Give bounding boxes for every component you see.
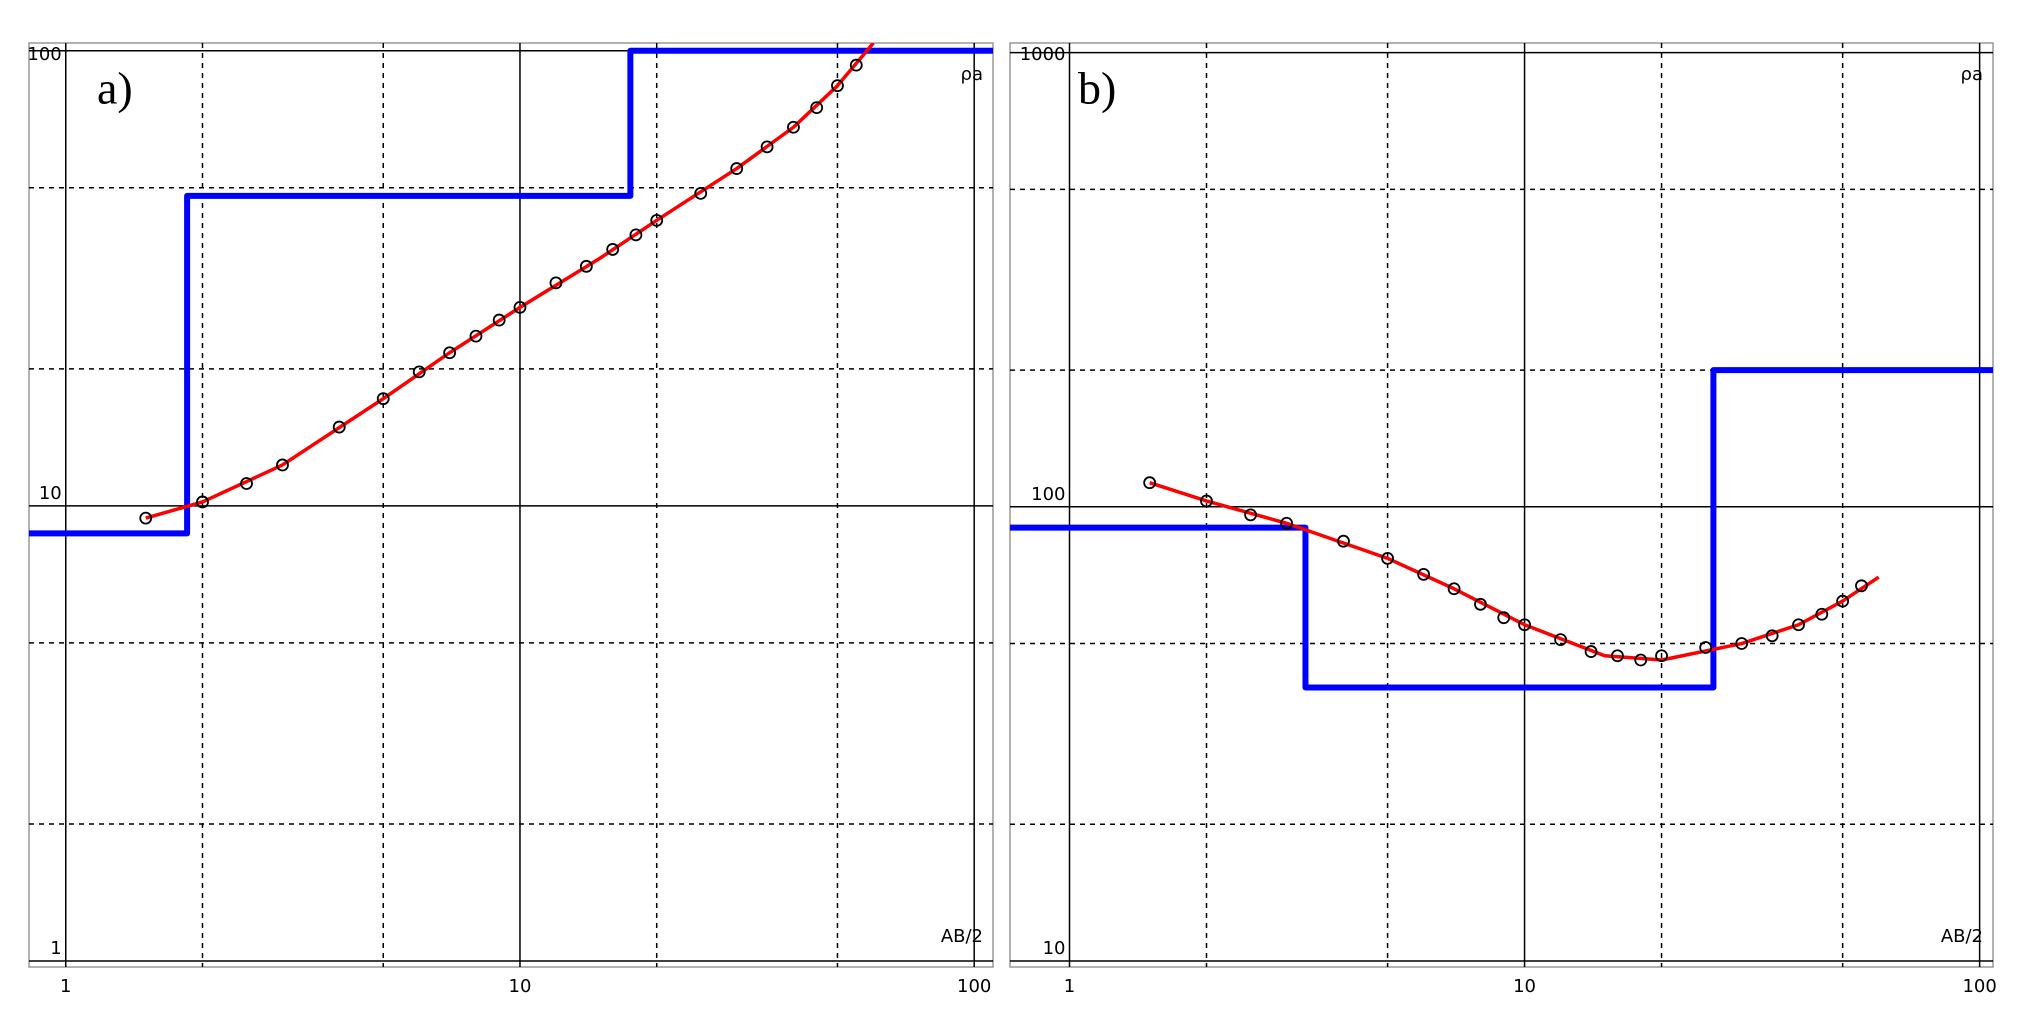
data-point bbox=[1554, 633, 1568, 647]
data-point bbox=[1447, 582, 1461, 596]
x-tick-label: 100 bbox=[1962, 976, 1996, 997]
data-point bbox=[694, 186, 708, 200]
y-tick-label: 100 bbox=[1031, 484, 1065, 505]
x-axis-label: AB/2 bbox=[941, 926, 983, 947]
data-point bbox=[730, 162, 744, 175]
data-point bbox=[276, 458, 289, 472]
data-point bbox=[1417, 567, 1431, 581]
data-point bbox=[810, 101, 824, 115]
y-tick-label: 10 bbox=[39, 483, 62, 504]
chart-panel: 1 10 100 10 100 1000 AB/2 ρa b) bbox=[1009, 42, 1997, 997]
data-point bbox=[1280, 516, 1294, 530]
data-point bbox=[1518, 618, 1531, 632]
data-point bbox=[1836, 594, 1850, 608]
data-point bbox=[1855, 579, 1868, 593]
data-point bbox=[196, 495, 209, 509]
plot-frame bbox=[1009, 42, 1994, 968]
x-tick-label: 10 bbox=[509, 976, 532, 997]
data-point bbox=[1200, 494, 1213, 508]
y-tick-label: 100 bbox=[27, 44, 61, 65]
data-point bbox=[629, 228, 643, 242]
data-point bbox=[332, 420, 346, 434]
data-point bbox=[240, 477, 253, 490]
data-point bbox=[579, 259, 593, 273]
data-point bbox=[831, 79, 844, 93]
data-point bbox=[1735, 637, 1749, 650]
fit-curve bbox=[1149, 481, 1880, 662]
data-point bbox=[849, 58, 863, 72]
data-point bbox=[1792, 618, 1805, 632]
data-point bbox=[1611, 649, 1624, 663]
data-point bbox=[513, 300, 527, 314]
fit-curve bbox=[145, 43, 875, 520]
data-point bbox=[1497, 611, 1511, 625]
panel-label: b) bbox=[1078, 63, 1116, 114]
data-point bbox=[760, 140, 774, 154]
data-point bbox=[787, 120, 800, 134]
data-point bbox=[650, 213, 664, 227]
data-point bbox=[1244, 508, 1257, 522]
panel-label: a) bbox=[97, 63, 133, 114]
model-line bbox=[29, 47, 993, 537]
data-point bbox=[376, 392, 390, 406]
data-point bbox=[412, 365, 426, 379]
x-tick-label: 1 bbox=[1064, 976, 1075, 997]
data-point bbox=[1655, 649, 1668, 663]
x-tick-label: 10 bbox=[1513, 976, 1536, 997]
chart-panel: 1 10 100 1 10 100 AB/2 ρa a) bbox=[27, 42, 994, 997]
data-point bbox=[1474, 597, 1487, 611]
data-point bbox=[606, 243, 620, 256]
data-point bbox=[1584, 645, 1598, 658]
data-point bbox=[1143, 476, 1157, 490]
data-point bbox=[492, 313, 506, 327]
series-group bbox=[1010, 367, 1993, 691]
data-point bbox=[469, 329, 483, 343]
y-tick-label: 10 bbox=[1043, 938, 1066, 959]
data-point bbox=[1765, 629, 1779, 643]
data-point bbox=[139, 511, 153, 525]
x-tick-label: 1 bbox=[60, 976, 71, 997]
model-line bbox=[1010, 367, 1993, 691]
plot-frame bbox=[28, 42, 994, 968]
y-axis-label: ρa bbox=[961, 64, 983, 85]
y-axis-label: ρa bbox=[1961, 64, 1983, 85]
x-axis-label: AB/2 bbox=[1941, 926, 1983, 947]
series-group bbox=[29, 43, 993, 537]
x-tick-label: 100 bbox=[957, 976, 991, 997]
data-point bbox=[1381, 551, 1394, 565]
y-tick-label: 1000 bbox=[1020, 44, 1066, 65]
data-point bbox=[1699, 641, 1713, 654]
y-tick-label: 1 bbox=[50, 938, 61, 959]
data-point bbox=[549, 276, 563, 290]
data-point bbox=[1815, 607, 1829, 621]
data-point bbox=[1634, 653, 1648, 667]
data-point bbox=[1337, 534, 1350, 548]
data-point bbox=[443, 346, 457, 360]
